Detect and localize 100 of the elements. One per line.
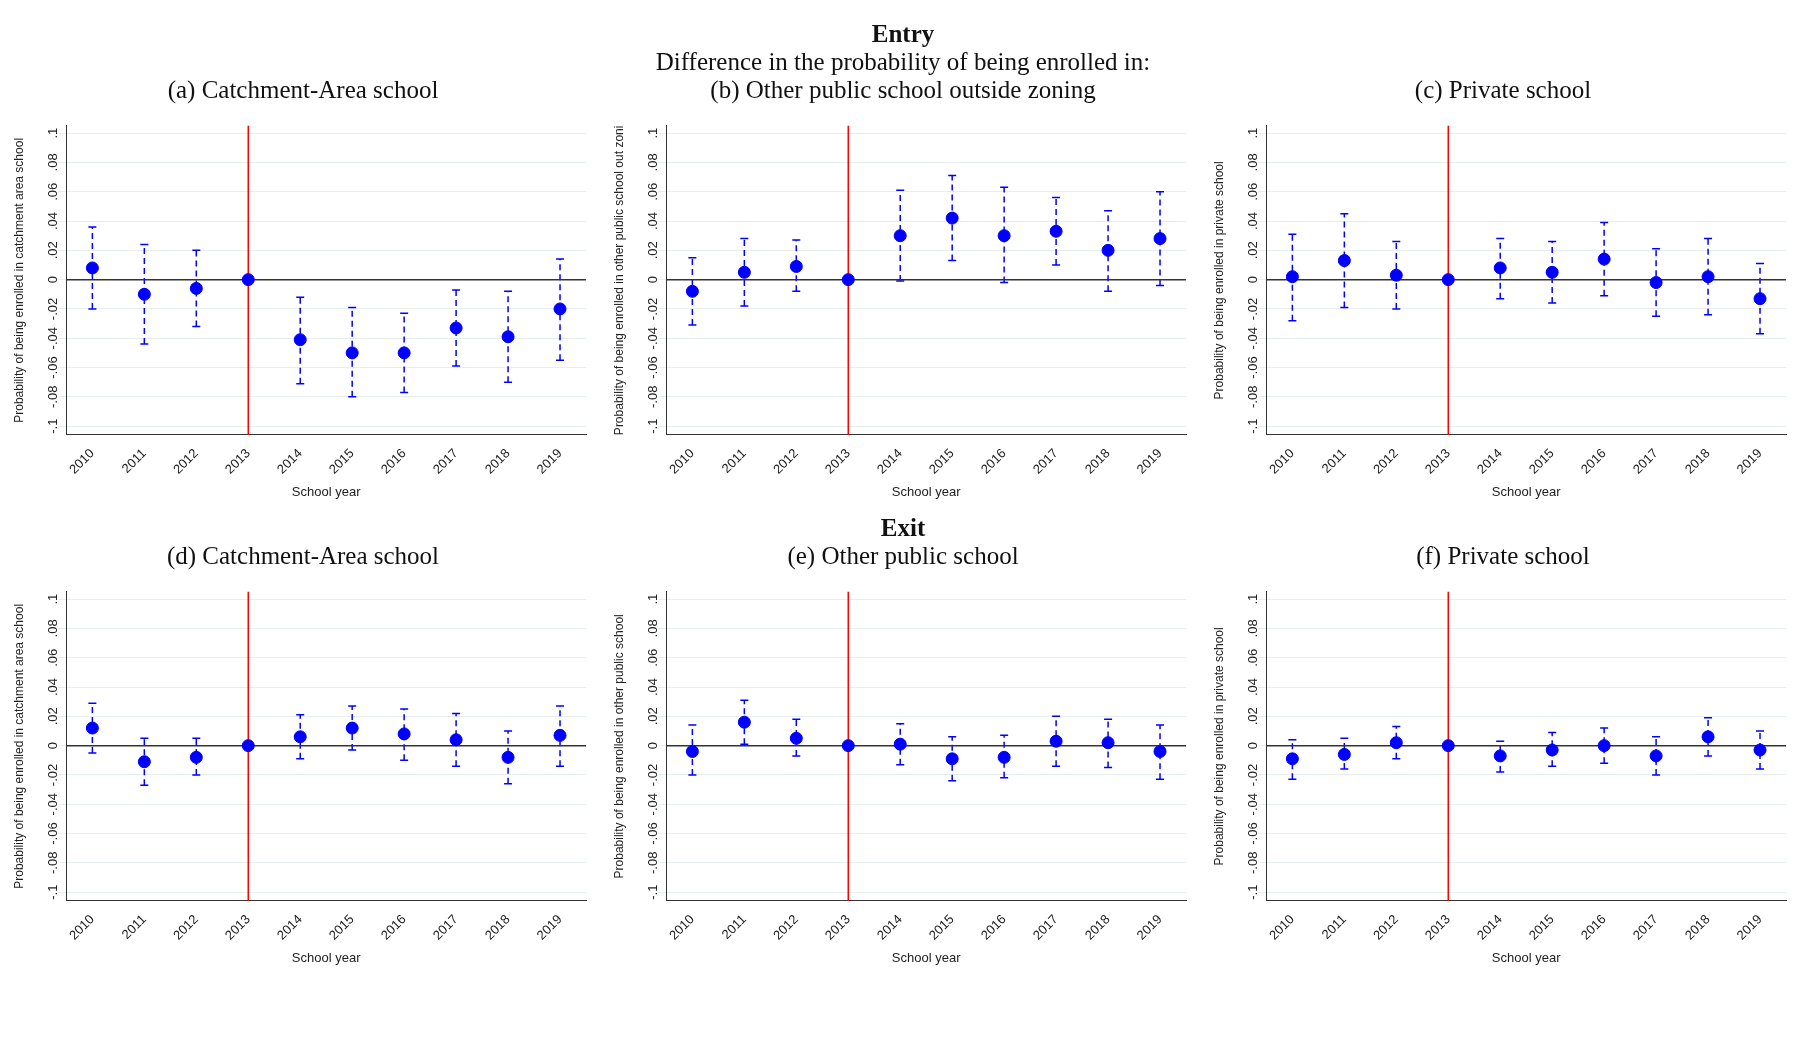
y-tick-label: -.1	[645, 418, 661, 434]
y-tick-label: -.1	[45, 418, 61, 434]
point	[189, 281, 203, 295]
point	[841, 273, 855, 287]
y-tick-label: -.08	[645, 851, 661, 875]
point	[1337, 747, 1351, 761]
point	[1337, 254, 1351, 268]
point	[1441, 273, 1455, 287]
y-tick-label: .08	[645, 153, 661, 172]
point	[553, 302, 567, 316]
point	[449, 321, 463, 335]
y-tick-label: .06	[1245, 648, 1261, 667]
y-tick-label: .02	[1245, 707, 1261, 726]
chart-title: (b) Other public school outside zoning	[710, 76, 1096, 104]
point	[1701, 730, 1715, 744]
y-tick-label: .08	[45, 153, 61, 172]
x-axis-title: School year	[891, 949, 962, 965]
y-tick-label: -.1	[1245, 418, 1261, 434]
y-tick-label: -.1	[45, 884, 61, 900]
y-tick-label: .1	[645, 593, 661, 605]
point	[137, 287, 151, 301]
point	[501, 330, 515, 344]
point	[1101, 243, 1115, 257]
point	[1101, 736, 1115, 750]
point	[241, 739, 255, 753]
point	[241, 273, 255, 287]
y-tick-label: .1	[45, 593, 61, 605]
point	[789, 731, 803, 745]
text: Entry	[871, 20, 935, 48]
point	[1597, 739, 1611, 753]
y-tick-label: -.06	[45, 356, 61, 379]
point	[189, 750, 203, 764]
point	[293, 730, 307, 744]
y-tick-label: .04	[645, 677, 661, 697]
y-tick-label: .02	[645, 707, 661, 726]
y-tick-label: -.1	[645, 884, 661, 900]
y-axis-title: Probability of being enrolled in catchment area school	[11, 137, 26, 423]
y-tick-label: .04	[645, 211, 661, 231]
y-tick-label: -.08	[45, 851, 61, 875]
point	[893, 229, 907, 243]
y-tick-label: .04	[1245, 211, 1261, 231]
point	[685, 744, 699, 758]
point	[1389, 268, 1403, 282]
y-tick-label: -.06	[1245, 356, 1261, 379]
y-tick-label: .06	[45, 648, 61, 667]
point	[553, 728, 567, 742]
y-tick-label: -.1	[1245, 884, 1261, 900]
y-tick-label: -.06	[45, 822, 61, 845]
y-tick-label: 0	[645, 742, 661, 750]
point	[1153, 232, 1167, 246]
point	[1285, 752, 1299, 766]
x-axis-title: School year	[891, 483, 962, 499]
y-tick-label: -.02	[45, 763, 61, 787]
y-tick-label: -.04	[1245, 793, 1261, 816]
chart-title: (c) Private school	[1414, 76, 1592, 104]
text: Exit	[880, 514, 926, 542]
y-tick-label: 0	[1245, 742, 1261, 750]
point	[1285, 270, 1299, 284]
y-tick-label: -.04	[645, 793, 661, 816]
y-tick-label: -.08	[1245, 385, 1261, 409]
chart-title: (d) Catchment-Area school	[166, 542, 440, 570]
chart-title: (a) Catchment-Area school	[167, 76, 439, 104]
y-tick-label: -.02	[645, 297, 661, 321]
point	[997, 229, 1011, 243]
y-tick-label: -.06	[645, 356, 661, 379]
point	[1049, 224, 1063, 238]
y-axis-title: Probability of being enrolled in private school	[1211, 627, 1226, 866]
y-tick-label: .02	[45, 707, 61, 726]
y-tick-label: 0	[45, 276, 61, 284]
point	[1049, 734, 1063, 748]
y-tick-label: -.06	[1245, 822, 1261, 845]
point	[1701, 270, 1715, 284]
y-tick-label: .02	[45, 241, 61, 260]
y-axis-title: Probability of being enrolled in private school	[1211, 161, 1226, 400]
point	[893, 737, 907, 751]
y-tick-label: .1	[45, 127, 61, 139]
point	[1493, 261, 1507, 275]
point	[85, 261, 99, 275]
point	[449, 733, 463, 747]
point	[1493, 749, 1507, 763]
point	[397, 727, 411, 741]
y-tick-label: -.08	[645, 385, 661, 409]
y-tick-label: .08	[45, 619, 61, 638]
y-tick-label: 0	[45, 742, 61, 750]
y-tick-label: 0	[1245, 276, 1261, 284]
point	[1597, 252, 1611, 266]
y-axis-title: Probability of being enrolled in catchment area school	[11, 603, 26, 889]
x-axis-title: School year	[1491, 949, 1562, 965]
point	[1153, 744, 1167, 758]
y-tick-label: .1	[645, 127, 661, 139]
point	[685, 284, 699, 298]
point	[293, 333, 307, 347]
y-tick-label: .04	[1245, 677, 1261, 697]
y-tick-label: -.04	[645, 327, 661, 350]
point	[997, 750, 1011, 764]
point	[737, 715, 751, 729]
y-tick-label: -.02	[645, 763, 661, 787]
y-tick-label: .08	[1245, 153, 1261, 172]
x-axis-title: School year	[291, 949, 362, 965]
y-tick-label: .06	[1245, 182, 1261, 201]
